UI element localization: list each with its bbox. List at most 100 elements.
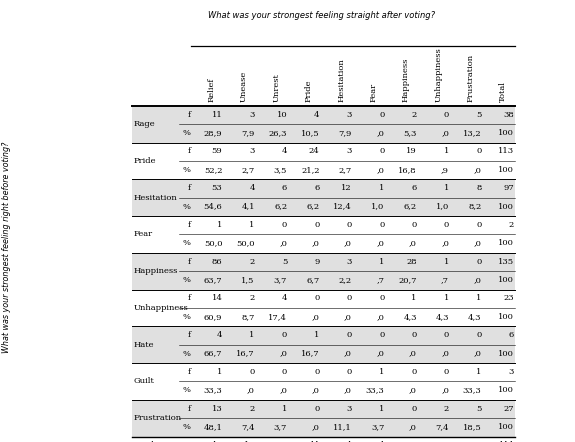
Text: 97: 97 [503,184,514,192]
Text: 0: 0 [379,221,384,229]
Text: 7,9: 7,9 [242,129,255,137]
Text: 100: 100 [498,423,514,431]
Text: 1: 1 [444,184,449,192]
Text: Unhappiness: Unhappiness [134,304,189,312]
Text: 16,8: 16,8 [398,166,417,174]
Text: 7,4: 7,4 [436,423,449,431]
Text: 4,3: 4,3 [403,313,417,321]
Text: 100: 100 [498,276,514,284]
Text: 38: 38 [503,110,514,118]
Text: 11,1: 11,1 [333,423,352,431]
Text: 11: 11 [212,110,223,118]
Text: 33,3: 33,3 [204,386,223,394]
Text: 48,1: 48,1 [204,423,223,431]
Text: 0: 0 [347,221,352,229]
Text: 1: 1 [314,331,320,339]
Text: 2,7: 2,7 [242,166,255,174]
Text: ,7: ,7 [377,276,384,284]
Text: f: f [187,294,190,302]
Text: Hate: Hate [134,341,154,349]
Text: Happiness: Happiness [134,267,178,275]
Text: 20,7: 20,7 [398,276,417,284]
Text: 5: 5 [476,110,481,118]
Text: 4,3: 4,3 [468,313,481,321]
Text: 1: 1 [217,221,223,229]
Text: 1: 1 [411,294,417,302]
Text: 2: 2 [444,405,449,413]
Bar [132,253,515,290]
Text: 100: 100 [498,129,514,137]
Text: 0: 0 [315,294,320,302]
Text: f: f [187,110,190,118]
Text: f: f [187,184,190,192]
Text: 1: 1 [217,368,223,376]
Text: ,0: ,0 [409,423,417,431]
Text: 63,7: 63,7 [204,276,223,284]
Text: Hesitation: Hesitation [337,59,345,103]
Text: ,0: ,0 [279,350,287,358]
Text: 3: 3 [347,147,352,156]
Text: Pride: Pride [305,80,313,103]
Text: 7,9: 7,9 [339,129,352,137]
Text: ,0: ,0 [279,239,287,247]
Bar [132,143,515,179]
Text: f: f [187,221,190,229]
Text: Fear: Fear [370,83,377,103]
Text: %: % [182,313,190,321]
Text: ,0: ,0 [441,239,449,247]
Text: 4: 4 [282,294,287,302]
Text: 5,3: 5,3 [404,129,417,137]
Bar [132,437,515,442]
Text: 0: 0 [347,294,352,302]
Text: 6,7: 6,7 [306,276,320,284]
Text: Hesitation: Hesitation [134,194,178,202]
Text: 8,7: 8,7 [242,313,255,321]
Bar [132,290,515,326]
Text: Unease: Unease [240,71,248,103]
Text: 8: 8 [476,184,481,192]
Text: What was your strongest feeling right before voting?: What was your strongest feeling right be… [2,142,12,353]
Text: %: % [182,129,190,137]
Text: 60,9: 60,9 [204,313,223,321]
Text: 16,7: 16,7 [301,350,320,358]
Text: 100: 100 [498,202,514,210]
Text: Frustration: Frustration [134,414,182,422]
Text: ,0: ,0 [344,313,352,321]
Text: 1: 1 [379,258,384,266]
Text: 3,7: 3,7 [274,276,287,284]
Bar [132,400,515,437]
Text: 1,5: 1,5 [242,276,255,284]
Text: 33,3: 33,3 [366,386,384,394]
Text: 0: 0 [347,331,352,339]
Text: 12,4: 12,4 [333,202,352,210]
Text: 0: 0 [444,368,449,376]
Text: ,0: ,0 [474,166,481,174]
Text: 4: 4 [217,331,223,339]
Text: 3,7: 3,7 [274,423,287,431]
Text: 0: 0 [476,258,481,266]
Text: 6: 6 [282,184,287,192]
Text: f: f [187,405,190,413]
Text: 6: 6 [509,331,514,339]
Text: 4,1: 4,1 [242,202,255,210]
Text: 2,7: 2,7 [339,166,352,174]
Text: ,0: ,0 [474,239,481,247]
Text: Unhappiness: Unhappiness [434,48,442,103]
Text: 1: 1 [476,294,481,302]
Text: 4: 4 [249,184,255,192]
Text: 3: 3 [508,368,514,376]
Text: f: f [187,258,190,266]
Text: 12: 12 [342,184,352,192]
Text: f: f [187,368,190,376]
Text: ,0: ,0 [377,350,384,358]
Text: ,0: ,0 [377,166,384,174]
Text: ,0: ,0 [474,350,481,358]
Text: 66,7: 66,7 [204,350,223,358]
Text: 2,2: 2,2 [339,276,352,284]
Text: 18,5: 18,5 [463,423,481,431]
Text: 5: 5 [282,258,287,266]
Bar [132,326,515,363]
Text: ,0: ,0 [279,386,287,394]
Text: 19: 19 [406,147,417,156]
Text: 100: 100 [498,350,514,358]
